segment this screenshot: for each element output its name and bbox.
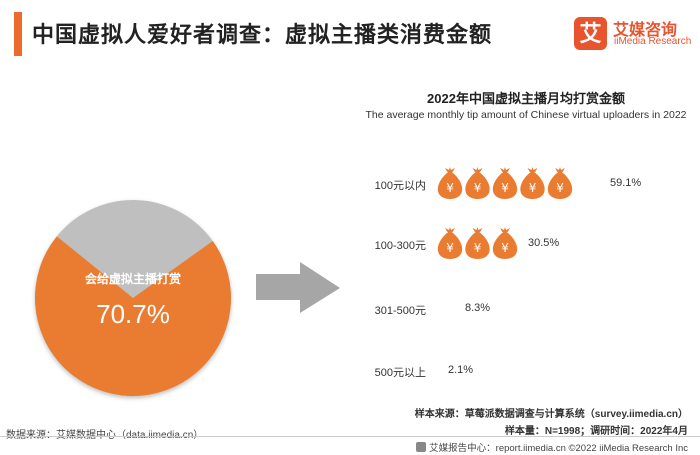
money-bag-icon: ¥ bbox=[437, 167, 463, 199]
data-source-note: 数据来源：艾媒数据中心（data.iimedia.cn） bbox=[6, 426, 203, 441]
svg-text:¥: ¥ bbox=[474, 181, 482, 195]
value-label-4: 2.1% bbox=[448, 364, 474, 376]
pie-value-label: 70.7% bbox=[96, 299, 170, 329]
chart-title: 2022年中国虚拟主播月均打赏金额 bbox=[427, 91, 625, 106]
money-bag-icon: ¥ bbox=[492, 227, 518, 259]
pie-slice-tipping bbox=[34, 236, 231, 396]
money-bag-partial-icon: ¥ bbox=[575, 167, 599, 199]
svg-text:¥: ¥ bbox=[501, 181, 509, 195]
svg-text:¥: ¥ bbox=[474, 241, 482, 255]
title-accent-bar bbox=[14, 12, 22, 56]
sample-source-note: 样本来源：草莓派数据调查与计算系统（survey.iimedia.cn） bbox=[414, 409, 688, 420]
logo-text-cn: 艾媒咨询 bbox=[613, 22, 678, 39]
footer-text: 艾媒报告中心：report.iimedia.cn ©2022 iiMedia R… bbox=[416, 440, 688, 454]
report-center-icon bbox=[416, 442, 427, 452]
money-bag-icon: ¥ bbox=[465, 227, 490, 259]
logo-text-en: iiMedia Research bbox=[614, 36, 692, 47]
page-title: 中国虚拟人爱好者调查：虚拟主播类消费金额 bbox=[32, 22, 493, 47]
value-label-3: 8.3% bbox=[465, 302, 491, 314]
value-label-1: 59.1% bbox=[610, 177, 642, 189]
category-label-3: 301-500元 bbox=[374, 305, 426, 317]
money-bag-icon: ¥ bbox=[547, 167, 573, 199]
svg-text:¥: ¥ bbox=[446, 241, 454, 255]
pie-slice-label: 会给虚拟主播打赏 bbox=[85, 271, 181, 286]
svg-text:¥: ¥ bbox=[446, 181, 454, 195]
svg-text:¥: ¥ bbox=[529, 181, 537, 195]
chart-subtitle: The average monthly tip amount of Chines… bbox=[365, 109, 687, 121]
svg-text:¥: ¥ bbox=[446, 305, 454, 319]
money-bag-icon: ¥ bbox=[492, 167, 518, 199]
money-bag-icon: ¥ bbox=[465, 167, 490, 199]
sample-size-note: 样本量：N=1998；调研时间：2022年4月 bbox=[504, 426, 688, 437]
value-label-2: 30.5% bbox=[528, 237, 560, 249]
logo-mark-icon: 艾 bbox=[574, 17, 607, 50]
money-bag-icon: ¥ bbox=[437, 227, 463, 259]
svg-text:¥: ¥ bbox=[501, 241, 509, 255]
svg-text:¥: ¥ bbox=[556, 181, 564, 195]
footer-divider bbox=[0, 436, 700, 437]
footer-copyright: 艾媒报告中心：report.iimedia.cn ©2022 iiMedia R… bbox=[429, 443, 688, 454]
money-bag-icon: ¥ bbox=[520, 167, 545, 199]
category-label-4: 500元以上 bbox=[374, 367, 426, 379]
category-label-1: 100元以内 bbox=[374, 180, 426, 192]
brand-logo[interactable]: 艾 艾媒咨询 iiMedia Research bbox=[574, 14, 694, 54]
svg-text:¥: ¥ bbox=[584, 181, 592, 195]
money-bag-partial-icon: ¥ bbox=[438, 291, 462, 323]
category-label-2: 100-300元 bbox=[374, 240, 426, 252]
